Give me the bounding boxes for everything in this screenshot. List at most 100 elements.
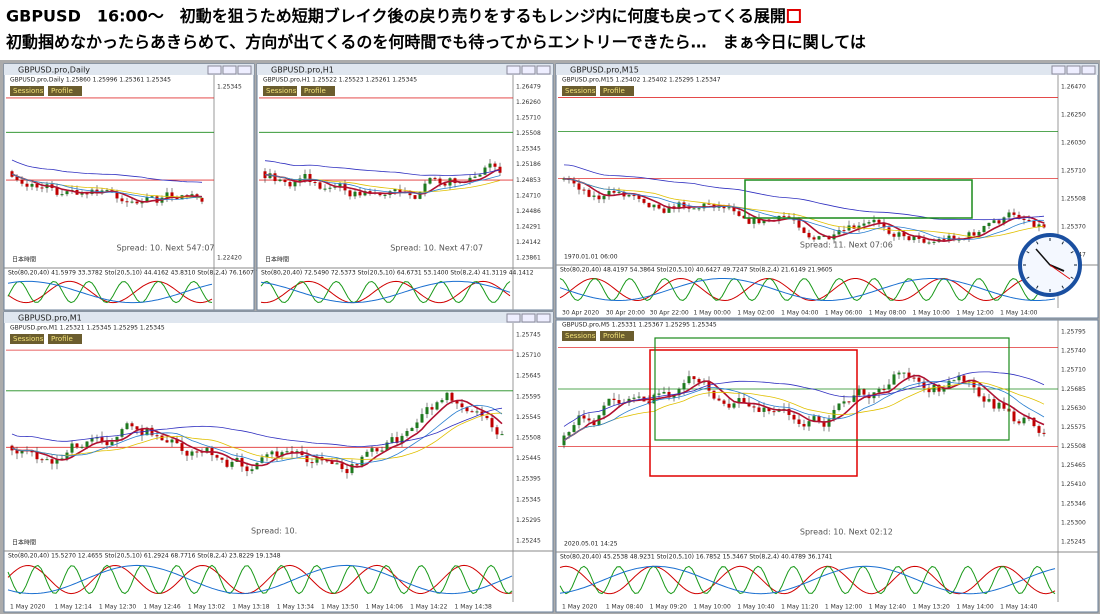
candle [797, 419, 801, 424]
chart-info: GBPUSD.pro,M5 1.25331 1.25367 1.25295 1.… [562, 322, 717, 329]
chart-button[interactable] [562, 86, 596, 96]
timezone-label: 2020.05.01 14:25 [564, 541, 618, 548]
candle [355, 464, 359, 466]
candle [418, 191, 422, 199]
candle [315, 456, 319, 463]
window-min-button[interactable] [506, 65, 521, 75]
candle [35, 452, 39, 460]
headline: 初動掴めなかったらあきらめて、方向が出てくるのを何時間でも待ってからエントリーで… [6, 33, 866, 52]
candle [687, 376, 691, 384]
price-label: 1.25630 [1061, 405, 1086, 412]
candle [967, 232, 971, 239]
price-label: 1.25300 [1061, 519, 1086, 526]
window-max-button[interactable] [521, 65, 536, 75]
time-label: 1 May 02:00 [737, 310, 775, 317]
price-label: 1.25445 [516, 455, 541, 462]
clock-tick [1036, 241, 1039, 245]
time-label: 1 May 13:18 [232, 604, 270, 611]
title-bar [556, 64, 1098, 75]
chart-button[interactable] [48, 86, 82, 96]
oscillator-line [7, 280, 213, 304]
candle [410, 428, 414, 432]
window-max-button[interactable] [222, 65, 237, 75]
candle [997, 402, 1001, 409]
candle [60, 458, 64, 460]
candle [440, 400, 444, 403]
candle [295, 451, 299, 453]
oscillator-line [559, 565, 1056, 595]
candle [130, 423, 134, 427]
candle [130, 201, 134, 203]
candle [707, 381, 711, 391]
chart-button[interactable] [10, 86, 44, 96]
candle [772, 411, 776, 413]
candle [455, 400, 459, 404]
window-close-button[interactable] [536, 65, 551, 75]
candle [952, 380, 956, 382]
candle [872, 219, 876, 223]
chart-button-label: Sessions [13, 335, 44, 343]
candle [40, 459, 44, 461]
candle [927, 242, 931, 244]
candle [897, 232, 901, 237]
candle [423, 183, 427, 192]
candle [460, 403, 464, 408]
chart-button[interactable] [600, 331, 634, 341]
moving-average [563, 374, 1045, 442]
oscillator-line [7, 564, 513, 595]
candle [90, 438, 94, 442]
candle [912, 235, 916, 241]
candle [1027, 219, 1031, 221]
candle [105, 190, 109, 192]
chart-info: GBPUSD.pro,Daily 1.25860 1.25996 1.25361… [10, 77, 171, 84]
range-box [649, 349, 858, 477]
chart-button[interactable] [600, 86, 634, 96]
candle [982, 225, 986, 232]
window-min-button[interactable] [207, 65, 222, 75]
oscillator-line [559, 565, 1056, 595]
window-min-button[interactable] [506, 313, 521, 323]
indicator-info: Sto(80,20,40) 45.2538 48.9231 Sto(20,5,1… [560, 554, 833, 561]
candle [370, 448, 374, 452]
window-max-button[interactable] [521, 313, 536, 323]
window-min-button[interactable] [1051, 65, 1066, 75]
candle [602, 195, 606, 200]
candle [932, 241, 936, 243]
candle [450, 392, 454, 401]
candle [857, 389, 861, 396]
time-label: 30 Apr 20:00 [606, 310, 645, 317]
candle [862, 389, 866, 395]
window-close-button[interactable] [536, 313, 551, 323]
candle [115, 191, 119, 199]
chart-button[interactable] [562, 331, 596, 341]
candle [942, 388, 946, 392]
chart-button[interactable] [301, 86, 335, 96]
candle [65, 191, 69, 195]
candle [697, 379, 701, 383]
chart-button[interactable] [10, 334, 44, 344]
candle [1037, 224, 1041, 227]
candle [707, 203, 711, 205]
candle [897, 372, 901, 375]
price-label: 1.26470 [1061, 84, 1086, 91]
window-max-button[interactable] [1066, 65, 1081, 75]
oscillator-line [559, 278, 1056, 301]
candle [827, 419, 831, 427]
price-label: 1.24291 [516, 223, 541, 230]
chart-info: GBPUSD.pro,M1 1.25321 1.25345 1.25295 1.… [10, 325, 165, 332]
candle [942, 239, 946, 241]
price-label: 1.25710 [516, 115, 541, 122]
candle [308, 174, 312, 183]
window-close-button[interactable] [237, 65, 252, 75]
candle [952, 235, 956, 240]
chart-button[interactable] [263, 86, 297, 96]
clock-hand [1035, 248, 1051, 266]
candle [500, 434, 504, 436]
candle [278, 179, 282, 182]
candle [230, 461, 234, 467]
window-close-button[interactable] [1081, 65, 1096, 75]
moving-average [563, 178, 1045, 243]
chart-button[interactable] [48, 334, 82, 344]
price-label: 1.25345 [516, 146, 541, 153]
